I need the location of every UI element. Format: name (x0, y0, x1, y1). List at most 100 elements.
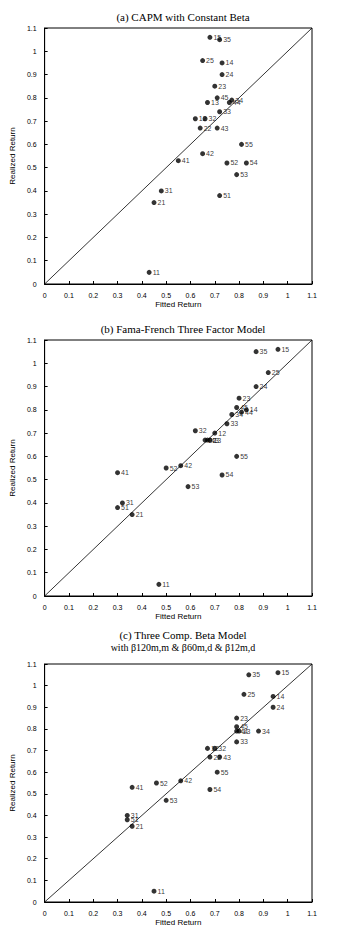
svg-text:15: 15 (281, 669, 289, 676)
svg-text:21: 21 (158, 199, 166, 206)
svg-text:23: 23 (218, 83, 226, 90)
svg-text:33: 33 (240, 738, 248, 745)
svg-text:42: 42 (184, 777, 192, 784)
svg-text:24: 24 (260, 383, 268, 390)
svg-text:0.7: 0.7 (27, 430, 37, 437)
svg-text:41: 41 (121, 469, 129, 476)
svg-text:Realized Return: Realized Return (8, 127, 17, 184)
svg-text:35: 35 (252, 671, 260, 678)
svg-text:1: 1 (286, 910, 290, 917)
svg-text:0.3: 0.3 (27, 834, 37, 841)
svg-text:0: 0 (33, 593, 37, 600)
svg-text:0.6: 0.6 (186, 910, 196, 917)
svg-text:0: 0 (43, 910, 47, 917)
svg-text:0.1: 0.1 (64, 910, 74, 917)
svg-text:12: 12 (199, 115, 207, 122)
svg-text:15: 15 (281, 346, 289, 353)
svg-text:0.6: 0.6 (27, 453, 37, 460)
svg-text:Realized Return: Realized Return (8, 754, 17, 811)
svg-text:1: 1 (33, 682, 37, 689)
svg-text:53: 53 (170, 797, 178, 804)
svg-text:1: 1 (33, 360, 37, 367)
svg-text:34: 34 (262, 728, 270, 735)
svg-text:43: 43 (211, 437, 219, 444)
svg-text:55: 55 (221, 769, 229, 776)
svg-text:42: 42 (206, 150, 214, 157)
svg-text:0.9: 0.9 (27, 383, 37, 390)
svg-text:0.7: 0.7 (210, 292, 220, 299)
svg-text:11: 11 (162, 581, 169, 588)
svg-text:45: 45 (240, 723, 248, 730)
svg-text:1: 1 (286, 604, 290, 611)
svg-text:1.1: 1.1 (27, 25, 37, 32)
svg-text:0.7: 0.7 (27, 118, 37, 125)
svg-text:0.3: 0.3 (113, 910, 123, 917)
svg-text:33: 33 (230, 420, 238, 427)
svg-text:0.8: 0.8 (234, 292, 244, 299)
svg-text:14: 14 (226, 59, 234, 66)
svg-text:25: 25 (272, 369, 280, 376)
svg-text:32: 32 (199, 427, 207, 434)
svg-text:0.1: 0.1 (64, 292, 74, 299)
svg-text:Fitted Return: Fitted Return (155, 612, 201, 621)
svg-text:0.5: 0.5 (161, 910, 171, 917)
svg-text:13: 13 (211, 99, 219, 106)
svg-text:0.7: 0.7 (27, 747, 37, 754)
svg-text:0.8: 0.8 (234, 910, 244, 917)
svg-text:0.1: 0.1 (27, 877, 37, 884)
svg-text:0.5: 0.5 (27, 790, 37, 797)
svg-text:(c) Three Comp. Beta Model: (c) Three Comp. Beta Model (119, 629, 246, 642)
svg-text:0.7: 0.7 (210, 910, 220, 917)
svg-text:0.7: 0.7 (210, 604, 220, 611)
svg-text:0.8: 0.8 (27, 725, 37, 732)
svg-text:1.1: 1.1 (27, 661, 37, 668)
svg-text:0.9: 0.9 (259, 292, 269, 299)
svg-text:54: 54 (250, 159, 258, 166)
svg-text:0.1: 0.1 (27, 257, 37, 264)
svg-text:0.2: 0.2 (27, 855, 37, 862)
svg-text:0.3: 0.3 (27, 523, 37, 530)
svg-text:23: 23 (243, 395, 251, 402)
svg-text:0.2: 0.2 (88, 910, 98, 917)
svg-text:52: 52 (160, 780, 168, 787)
svg-text:1.1: 1.1 (307, 604, 317, 611)
svg-text:11: 11 (153, 269, 160, 276)
svg-text:0.8: 0.8 (234, 604, 244, 611)
svg-text:53: 53 (240, 171, 248, 178)
svg-text:0: 0 (43, 292, 47, 299)
svg-text:32: 32 (209, 115, 217, 122)
svg-text:14: 14 (277, 693, 285, 700)
svg-text:42: 42 (184, 462, 192, 469)
svg-text:(b) Fama-French Three Factor M: (b) Fama-French Three Factor Model (101, 323, 266, 336)
svg-text:0.9: 0.9 (27, 71, 37, 78)
svg-text:0.1: 0.1 (27, 569, 37, 576)
svg-text:0.3: 0.3 (113, 292, 123, 299)
svg-text:23: 23 (240, 715, 248, 722)
svg-text:0.4: 0.4 (137, 910, 147, 917)
svg-text:31: 31 (165, 187, 173, 194)
svg-text:0: 0 (33, 281, 37, 288)
svg-text:Fitted Return: Fitted Return (155, 918, 201, 927)
svg-text:51: 51 (223, 192, 231, 199)
svg-text:54: 54 (213, 786, 221, 793)
svg-text:Fitted Return: Fitted Return (155, 300, 201, 309)
svg-text:0: 0 (43, 604, 47, 611)
svg-text:0.6: 0.6 (27, 141, 37, 148)
svg-text:32: 32 (218, 745, 226, 752)
svg-text:51: 51 (131, 816, 139, 823)
svg-text:0.4: 0.4 (137, 604, 147, 611)
svg-text:24: 24 (277, 704, 285, 711)
svg-text:25: 25 (206, 57, 214, 64)
svg-text:21: 21 (136, 823, 144, 830)
svg-text:0.4: 0.4 (27, 187, 37, 194)
svg-text:51: 51 (121, 504, 129, 511)
svg-text:0.6: 0.6 (186, 292, 196, 299)
svg-text:45: 45 (221, 94, 229, 101)
svg-text:45: 45 (240, 404, 248, 411)
svg-text:0.4: 0.4 (27, 499, 37, 506)
svg-text:0.3: 0.3 (27, 211, 37, 218)
svg-text:0.6: 0.6 (27, 769, 37, 776)
svg-text:52: 52 (230, 159, 238, 166)
svg-text:43: 43 (221, 125, 229, 132)
svg-text:1: 1 (286, 292, 290, 299)
